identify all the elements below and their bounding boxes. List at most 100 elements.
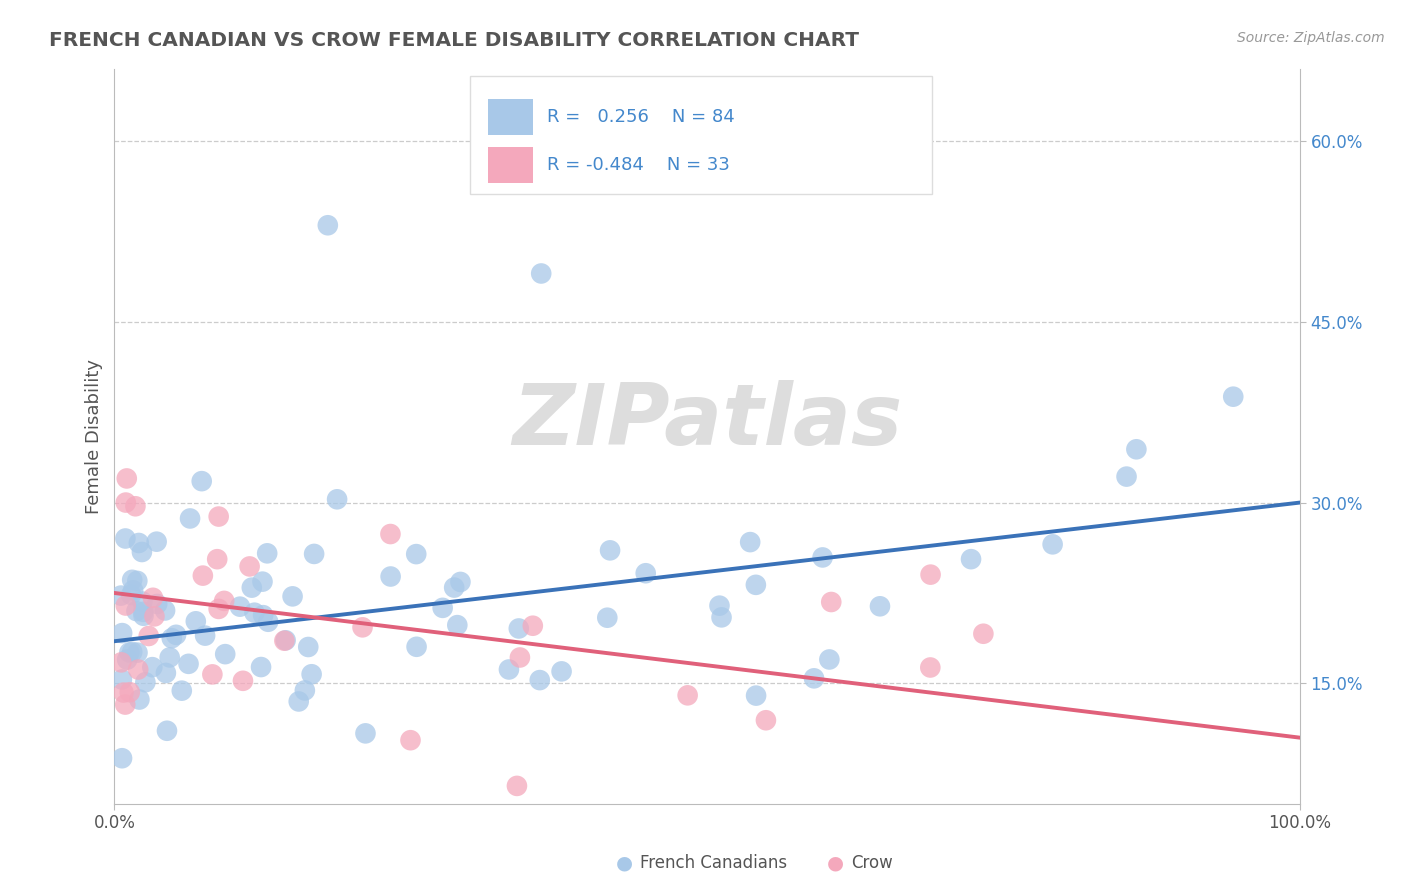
Point bbox=[405, 547, 427, 561]
Point bbox=[676, 689, 699, 703]
Point bbox=[920, 567, 942, 582]
Point bbox=[1125, 442, 1147, 457]
Text: Crow: Crow bbox=[851, 855, 893, 872]
Point bbox=[522, 618, 544, 632]
Text: FRENCH CANADIAN VS CROW FEMALE DISABILITY CORRELATION CHART: FRENCH CANADIAN VS CROW FEMALE DISABILIT… bbox=[49, 31, 859, 50]
Point bbox=[443, 581, 465, 595]
Point bbox=[208, 509, 231, 524]
Point bbox=[432, 600, 454, 615]
Point bbox=[124, 500, 146, 514]
Point bbox=[1042, 537, 1064, 551]
Text: ●: ● bbox=[827, 854, 844, 872]
Point bbox=[380, 569, 402, 583]
Point bbox=[205, 552, 228, 566]
Point bbox=[115, 652, 138, 666]
Point bbox=[709, 599, 731, 613]
Point bbox=[745, 689, 768, 703]
Point bbox=[256, 546, 278, 560]
Point bbox=[177, 657, 200, 671]
Point bbox=[740, 535, 762, 549]
Point bbox=[111, 673, 134, 687]
Point bbox=[184, 615, 207, 629]
Point bbox=[201, 667, 224, 681]
Point bbox=[506, 779, 529, 793]
Point bbox=[803, 671, 825, 685]
Point bbox=[146, 597, 169, 611]
Point bbox=[745, 578, 768, 592]
Point bbox=[160, 631, 183, 645]
Point bbox=[190, 474, 212, 488]
Point bbox=[316, 219, 339, 233]
Point bbox=[326, 492, 349, 507]
Point bbox=[114, 599, 136, 613]
Y-axis label: Female Disability: Female Disability bbox=[86, 359, 103, 514]
Point bbox=[208, 602, 231, 616]
Point bbox=[131, 594, 153, 608]
Text: ZIPatlas: ZIPatlas bbox=[512, 380, 903, 463]
Point bbox=[972, 626, 994, 640]
Point bbox=[128, 692, 150, 706]
Point bbox=[405, 640, 427, 654]
Point bbox=[240, 581, 263, 595]
Point bbox=[302, 547, 325, 561]
Point bbox=[257, 615, 280, 629]
Point bbox=[274, 633, 297, 648]
Point bbox=[142, 591, 165, 605]
Point bbox=[143, 609, 166, 624]
Point bbox=[131, 545, 153, 559]
Point bbox=[118, 645, 141, 659]
Point bbox=[170, 683, 193, 698]
Point bbox=[125, 604, 148, 618]
Point bbox=[127, 663, 149, 677]
Point bbox=[811, 550, 834, 565]
Point bbox=[232, 673, 254, 688]
FancyBboxPatch shape bbox=[488, 99, 533, 135]
Point bbox=[179, 511, 201, 525]
Point bbox=[111, 626, 134, 640]
Point bbox=[153, 603, 176, 617]
Point bbox=[509, 650, 531, 665]
Point bbox=[550, 665, 572, 679]
Point bbox=[114, 698, 136, 712]
Point bbox=[529, 673, 551, 687]
Point bbox=[122, 583, 145, 598]
Point bbox=[530, 267, 553, 281]
Point bbox=[710, 610, 733, 624]
Point bbox=[114, 532, 136, 546]
Point bbox=[446, 618, 468, 632]
Point bbox=[380, 527, 402, 541]
Text: R =   0.256    N = 84: R = 0.256 N = 84 bbox=[547, 108, 735, 126]
Point bbox=[301, 667, 323, 681]
Point bbox=[818, 652, 841, 666]
Point bbox=[214, 647, 236, 661]
Point bbox=[869, 599, 891, 614]
Point bbox=[132, 608, 155, 623]
Point bbox=[121, 645, 143, 659]
Point bbox=[128, 536, 150, 550]
Point bbox=[252, 574, 274, 589]
Point bbox=[755, 713, 778, 727]
Point bbox=[110, 656, 132, 670]
Text: R = -0.484    N = 33: R = -0.484 N = 33 bbox=[547, 156, 730, 174]
Point bbox=[449, 574, 471, 589]
Point bbox=[112, 685, 135, 699]
Point bbox=[194, 629, 217, 643]
Point bbox=[273, 633, 295, 648]
Point bbox=[134, 675, 156, 690]
Point bbox=[111, 751, 134, 765]
Point bbox=[156, 723, 179, 738]
Point bbox=[820, 595, 842, 609]
Point bbox=[634, 566, 657, 581]
Text: Source: ZipAtlas.com: Source: ZipAtlas.com bbox=[1237, 31, 1385, 45]
Point bbox=[596, 611, 619, 625]
Point bbox=[297, 640, 319, 654]
Point bbox=[1115, 469, 1137, 483]
Point bbox=[399, 733, 422, 747]
Point bbox=[155, 665, 177, 680]
Point bbox=[212, 594, 235, 608]
Point bbox=[118, 685, 141, 699]
Point bbox=[281, 590, 304, 604]
Point bbox=[145, 534, 167, 549]
Point bbox=[287, 694, 309, 708]
Text: ●: ● bbox=[616, 854, 633, 872]
